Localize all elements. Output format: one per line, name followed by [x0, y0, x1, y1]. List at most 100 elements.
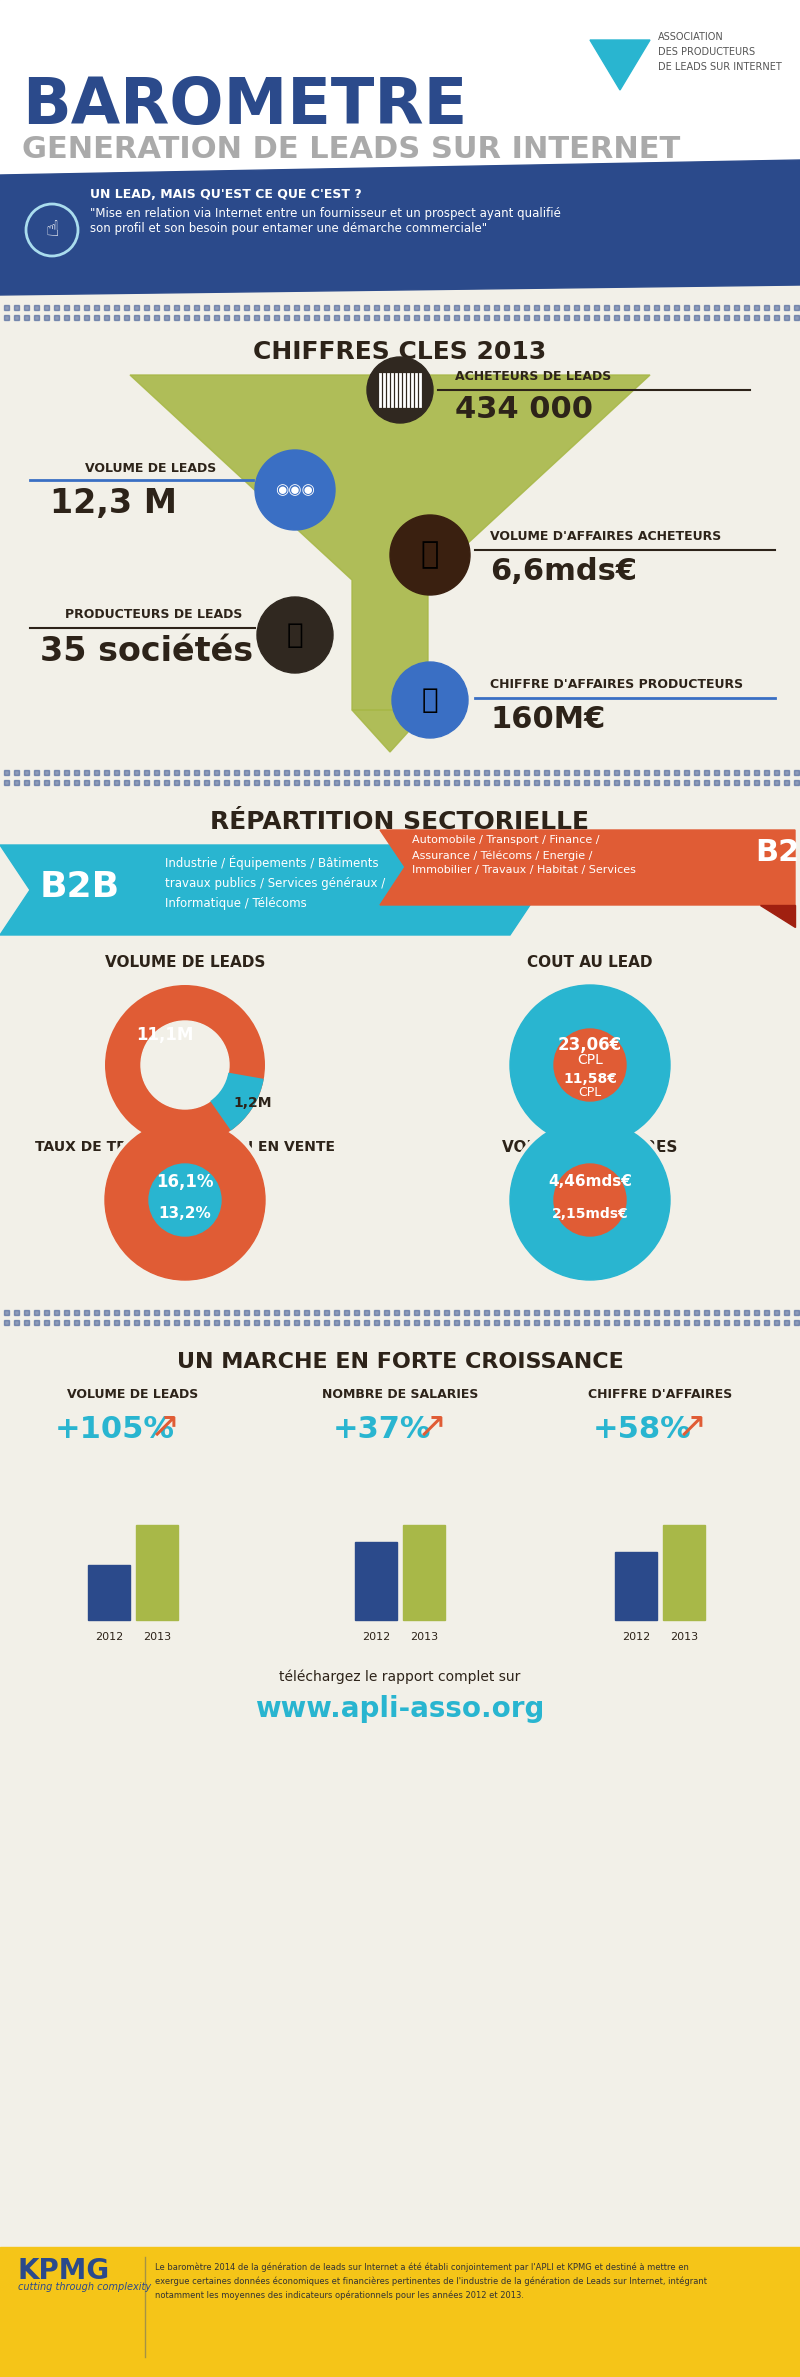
Bar	[354, 1310, 359, 1314]
Bar	[224, 316, 229, 321]
Bar	[114, 1310, 119, 1314]
Bar	[4, 304, 9, 309]
Bar	[324, 1319, 329, 1324]
Bar	[734, 316, 739, 321]
Text: B2B: B2B	[40, 870, 120, 903]
Bar	[24, 1319, 29, 1324]
Bar	[424, 304, 429, 309]
Bar	[384, 770, 389, 775]
Bar	[84, 316, 89, 321]
Circle shape	[255, 449, 335, 530]
Bar	[394, 780, 399, 784]
Text: son profil et son besoin pour entamer une démarche commerciale": son profil et son besoin pour entamer un…	[90, 221, 487, 235]
Bar	[234, 1319, 239, 1324]
Bar	[54, 1310, 59, 1314]
Bar	[54, 780, 59, 784]
Bar	[424, 770, 429, 775]
Bar	[304, 770, 309, 775]
Bar	[64, 770, 69, 775]
Bar	[244, 770, 249, 775]
Bar	[604, 780, 609, 784]
Polygon shape	[0, 159, 800, 295]
Bar	[704, 316, 709, 321]
Text: ◉◉◉: ◉◉◉	[275, 483, 315, 497]
Text: CHIFFRE D'AFFAIRES PRODUCTEURS: CHIFFRE D'AFFAIRES PRODUCTEURS	[490, 677, 743, 692]
Bar	[474, 316, 479, 321]
Bar	[44, 1310, 49, 1314]
Bar	[154, 780, 159, 784]
Bar	[644, 304, 649, 309]
Bar	[194, 304, 199, 309]
Bar	[674, 316, 679, 321]
Text: CPL: CPL	[578, 1086, 602, 1101]
Bar	[394, 316, 399, 321]
Bar	[394, 1310, 399, 1314]
Bar	[584, 304, 589, 309]
Text: 🛒: 🛒	[286, 620, 303, 649]
Bar	[374, 1310, 379, 1314]
Bar	[334, 1310, 339, 1314]
Bar	[754, 1319, 759, 1324]
Bar	[734, 304, 739, 309]
Bar	[414, 1319, 419, 1324]
Bar	[454, 1310, 459, 1314]
Bar	[374, 770, 379, 775]
Text: 2012: 2012	[362, 1633, 390, 1643]
Bar	[24, 780, 29, 784]
Bar	[4, 316, 9, 321]
Bar	[674, 780, 679, 784]
Bar	[14, 770, 19, 775]
Bar	[584, 316, 589, 321]
Bar	[204, 316, 209, 321]
Bar	[474, 1310, 479, 1314]
Text: 23,06€: 23,06€	[558, 1036, 622, 1053]
Bar	[634, 780, 639, 784]
Bar	[234, 316, 239, 321]
Text: "Mise en relation via Internet entre un fournisseur et un prospect ayant qualifi: "Mise en relation via Internet entre un …	[90, 207, 561, 221]
Bar	[404, 316, 409, 321]
Bar	[344, 304, 349, 309]
Bar	[534, 304, 539, 309]
Bar	[144, 304, 149, 309]
Bar	[564, 304, 569, 309]
Bar	[274, 304, 279, 309]
Bar	[764, 304, 769, 309]
Bar	[184, 770, 189, 775]
Bar	[364, 780, 369, 784]
Circle shape	[510, 984, 670, 1146]
Bar	[514, 1319, 519, 1324]
Bar	[24, 304, 29, 309]
Bar	[314, 316, 319, 321]
Bar	[104, 1319, 109, 1324]
Bar	[154, 1319, 159, 1324]
Bar	[154, 316, 159, 321]
Bar	[404, 780, 409, 784]
Bar	[355, 1543, 397, 1621]
Bar	[374, 304, 379, 309]
Bar	[714, 1310, 719, 1314]
Bar	[54, 1319, 59, 1324]
Bar	[644, 780, 649, 784]
Bar	[444, 1319, 449, 1324]
Bar	[384, 1310, 389, 1314]
Bar	[434, 770, 439, 775]
Bar	[504, 316, 509, 321]
Bar	[624, 770, 629, 775]
Bar	[724, 780, 729, 784]
Bar	[234, 780, 239, 784]
Bar	[414, 770, 419, 775]
Bar	[774, 316, 779, 321]
Bar	[784, 1319, 789, 1324]
Bar	[384, 316, 389, 321]
Bar	[74, 780, 79, 784]
Bar	[644, 1319, 649, 1324]
Bar	[344, 316, 349, 321]
Bar	[304, 780, 309, 784]
Bar	[544, 770, 549, 775]
Bar	[14, 1310, 19, 1314]
Bar	[604, 316, 609, 321]
Bar	[164, 1310, 169, 1314]
Bar	[136, 1526, 178, 1621]
Text: VOLUME D'AFFAIRES ACHETEURS: VOLUME D'AFFAIRES ACHETEURS	[490, 530, 722, 542]
Bar	[444, 1310, 449, 1314]
